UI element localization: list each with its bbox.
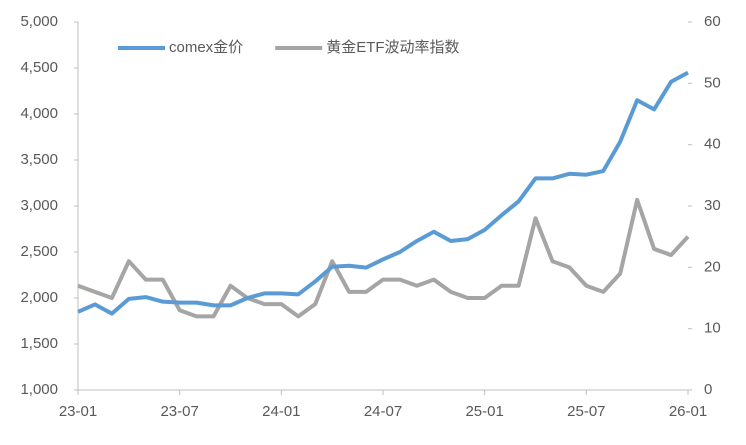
y-tick-label: 4,500 [20, 59, 58, 76]
x-tick-label: 25-01 [465, 403, 503, 420]
y-tick-label: 1,000 [20, 381, 58, 398]
x-tick-label: 24-07 [364, 403, 402, 420]
legend-label: comex金价 [169, 39, 243, 56]
y-tick-label: 2,500 [20, 243, 58, 260]
y-tick-label: 2,000 [20, 289, 58, 306]
y-tick-label: 3,000 [20, 197, 58, 214]
y-tick-label: 1,500 [20, 335, 58, 352]
series-line [77, 197, 690, 319]
y2-tick-label: 50 [704, 74, 721, 91]
y2-tick-label: 10 [704, 320, 721, 337]
y2-tick-label: 20 [704, 258, 721, 275]
x-tick-label: 25-07 [567, 403, 605, 420]
x-tick-label: 23-07 [160, 403, 198, 420]
y-tick-label: 3,500 [20, 151, 58, 168]
y2-tick-label: 0 [704, 381, 712, 398]
y2-tick-label: 60 [704, 13, 721, 30]
y-tick-label: 5,000 [20, 13, 58, 30]
series-line [77, 70, 689, 316]
x-tick-label: 24-01 [262, 403, 300, 420]
y2-tick-label: 30 [704, 197, 721, 214]
y2-tick-label: 40 [704, 136, 721, 153]
legend-label: 黄金ETF波动率指数 [326, 39, 459, 56]
y-tick-label: 4,000 [20, 105, 58, 122]
x-tick-label: 26-01 [669, 403, 707, 420]
x-tick-label: 23-01 [59, 403, 97, 420]
